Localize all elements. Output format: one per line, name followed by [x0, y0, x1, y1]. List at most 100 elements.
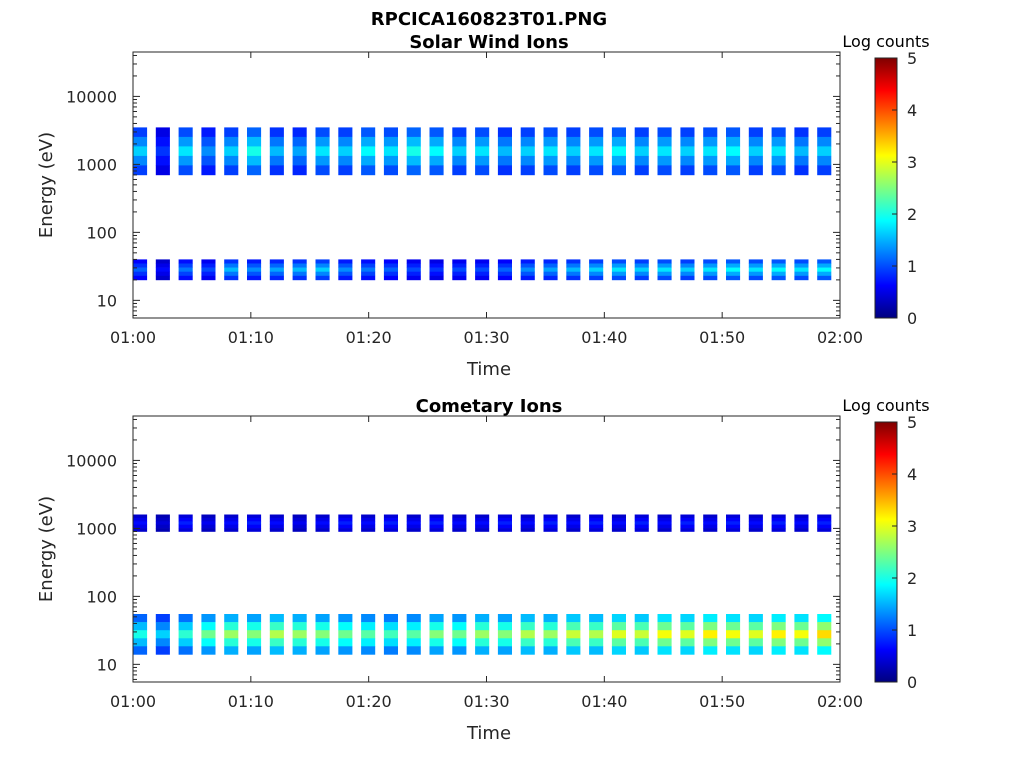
heatmap-cell — [133, 514, 148, 519]
heatmap-cell — [634, 259, 649, 264]
heatmap-cell — [497, 275, 512, 281]
heatmap-cell — [543, 127, 558, 138]
heatmap-cell — [794, 514, 809, 519]
y-axis-label: Energy (eV) — [36, 132, 57, 238]
heatmap-cell — [634, 514, 649, 519]
heatmap-cell — [589, 514, 604, 519]
heatmap-cell — [589, 646, 604, 655]
heatmap-cell — [269, 622, 284, 631]
heatmap-cell — [794, 259, 809, 264]
heatmap-cell — [543, 630, 558, 639]
heatmap-cell — [703, 271, 718, 277]
heatmap-cell — [680, 638, 695, 647]
heatmap-cell — [726, 524, 741, 529]
heatmap-cell — [726, 514, 741, 519]
heatmap-cell — [247, 271, 262, 277]
heatmap-cell — [497, 259, 512, 264]
heatmap-cell — [634, 630, 649, 639]
heatmap-cell — [452, 521, 467, 525]
heatmap-cell — [794, 638, 809, 647]
heatmap-cell — [771, 267, 786, 272]
x-tick-label: 01:40 — [581, 692, 627, 711]
heatmap-cell — [269, 146, 284, 157]
heatmap-cell — [680, 646, 695, 655]
heatmap-cell — [383, 275, 398, 281]
heatmap-cell — [475, 136, 490, 147]
heatmap-cell — [497, 524, 512, 529]
heatmap-cell — [406, 517, 421, 522]
colorbar-tick-label: 1 — [907, 257, 917, 276]
heatmap-cell — [611, 127, 626, 138]
heatmap-cell — [361, 514, 376, 519]
heatmap-cell — [657, 638, 672, 647]
heatmap-cell — [726, 517, 741, 522]
heatmap-cell — [520, 517, 535, 522]
heatmap-cell — [429, 263, 444, 268]
heatmap-cell — [361, 630, 376, 639]
heatmap-cell — [566, 524, 581, 529]
heatmap-cell — [817, 267, 832, 272]
heatmap-cell — [452, 259, 467, 264]
heatmap-cell — [657, 614, 672, 623]
heatmap-cell — [315, 275, 330, 281]
heatmap-cell — [520, 646, 535, 655]
heatmap-cell — [520, 165, 535, 176]
heatmap-cell — [726, 638, 741, 647]
heatmap-cell — [361, 517, 376, 522]
heatmap-cell — [338, 646, 353, 655]
heatmap-cell — [703, 622, 718, 631]
heatmap-cell — [315, 259, 330, 264]
heatmap-cell — [611, 517, 626, 522]
heatmap-cell — [315, 646, 330, 655]
heatmap-cell — [155, 136, 170, 147]
heatmap-cell — [133, 165, 148, 176]
heatmap-cell — [794, 517, 809, 522]
heatmap-cell — [361, 622, 376, 631]
heatmap-cell — [748, 165, 763, 176]
heatmap-cell — [475, 127, 490, 138]
heatmap-cell — [452, 127, 467, 138]
heatmap-cell — [201, 275, 216, 281]
heatmap-cell — [224, 271, 239, 277]
heatmap-cell — [338, 146, 353, 157]
heatmap-cell — [748, 275, 763, 281]
heatmap-cell — [657, 528, 672, 532]
heatmap-cell — [178, 136, 193, 147]
heatmap-cell — [475, 528, 490, 532]
heatmap-cell — [748, 638, 763, 647]
heatmap-cell — [657, 271, 672, 277]
heatmap-cell — [383, 646, 398, 655]
heatmap-cell — [338, 155, 353, 166]
colorbar-tick-label: 3 — [907, 153, 917, 172]
heatmap-cell — [429, 275, 444, 281]
heatmap-cell — [817, 136, 832, 147]
heatmap-cell — [133, 271, 148, 277]
heatmap-cell — [383, 136, 398, 147]
heatmap-cell — [406, 638, 421, 647]
heatmap-cell — [794, 155, 809, 166]
heatmap-cell — [497, 263, 512, 268]
x-tick-label: 01:50 — [699, 692, 745, 711]
heatmap-cell — [771, 146, 786, 157]
heatmap-cell — [452, 517, 467, 522]
heatmap-cell — [748, 517, 763, 522]
heatmap-cell — [475, 514, 490, 519]
heatmap-cell — [338, 521, 353, 525]
heatmap-cell — [452, 614, 467, 623]
heatmap-cell — [748, 528, 763, 532]
heatmap-cell — [361, 267, 376, 272]
heatmap-cell — [338, 524, 353, 529]
heatmap-cell — [155, 630, 170, 639]
heatmap-cell — [817, 646, 832, 655]
heatmap-cell — [406, 146, 421, 157]
heatmap-cell — [247, 127, 262, 138]
heatmap-cell — [611, 136, 626, 147]
heatmap-cell — [543, 259, 558, 264]
heatmap-cell — [611, 614, 626, 623]
heatmap-cell — [771, 521, 786, 525]
heatmap-cell — [794, 271, 809, 277]
heatmap-cell — [794, 521, 809, 525]
heatmap-cell — [361, 165, 376, 176]
heatmap-cell — [224, 517, 239, 522]
heatmap-cell — [178, 524, 193, 529]
